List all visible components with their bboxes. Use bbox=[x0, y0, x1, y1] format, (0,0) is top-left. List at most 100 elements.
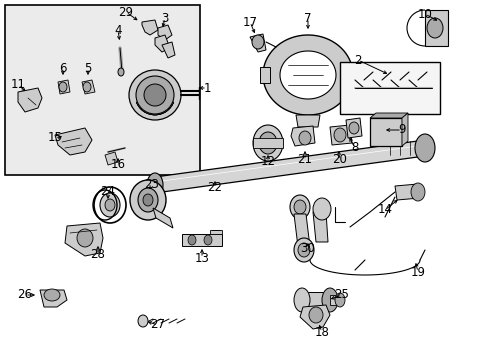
Ellipse shape bbox=[259, 132, 276, 154]
Text: 2: 2 bbox=[353, 54, 361, 67]
Polygon shape bbox=[260, 67, 269, 83]
Bar bbox=[5, 5, 200, 175]
Ellipse shape bbox=[118, 68, 124, 76]
Ellipse shape bbox=[293, 200, 305, 214]
Text: 19: 19 bbox=[409, 265, 425, 279]
Polygon shape bbox=[105, 152, 118, 165]
Ellipse shape bbox=[130, 180, 165, 220]
Ellipse shape bbox=[203, 235, 212, 245]
Text: 9: 9 bbox=[397, 123, 405, 136]
Ellipse shape bbox=[297, 243, 309, 257]
Text: 12: 12 bbox=[260, 156, 275, 168]
Polygon shape bbox=[18, 88, 42, 112]
Polygon shape bbox=[280, 51, 335, 99]
Ellipse shape bbox=[138, 315, 148, 327]
Polygon shape bbox=[182, 234, 222, 246]
Polygon shape bbox=[158, 25, 172, 40]
Polygon shape bbox=[293, 214, 309, 247]
Polygon shape bbox=[155, 140, 424, 193]
Text: 3: 3 bbox=[161, 12, 168, 24]
Text: 4: 4 bbox=[114, 23, 122, 36]
Polygon shape bbox=[58, 80, 70, 94]
Polygon shape bbox=[252, 138, 283, 148]
Text: 29: 29 bbox=[118, 5, 133, 18]
Text: 11: 11 bbox=[10, 78, 25, 91]
Ellipse shape bbox=[414, 134, 434, 162]
Ellipse shape bbox=[289, 195, 309, 219]
Ellipse shape bbox=[426, 18, 442, 38]
Polygon shape bbox=[290, 126, 314, 146]
Text: 8: 8 bbox=[350, 141, 358, 154]
Ellipse shape bbox=[321, 288, 337, 312]
Ellipse shape bbox=[334, 293, 345, 307]
Text: 16: 16 bbox=[110, 158, 125, 171]
Text: 23: 23 bbox=[144, 179, 159, 192]
Polygon shape bbox=[295, 115, 319, 127]
Polygon shape bbox=[40, 290, 67, 307]
Ellipse shape bbox=[105, 199, 115, 211]
Ellipse shape bbox=[129, 70, 181, 120]
Ellipse shape bbox=[143, 84, 165, 106]
Polygon shape bbox=[55, 128, 92, 155]
Polygon shape bbox=[329, 295, 339, 305]
Ellipse shape bbox=[251, 35, 264, 49]
Ellipse shape bbox=[410, 183, 424, 201]
Ellipse shape bbox=[138, 188, 158, 212]
Ellipse shape bbox=[333, 128, 346, 142]
Text: 27: 27 bbox=[150, 319, 165, 332]
Polygon shape bbox=[299, 305, 329, 329]
Polygon shape bbox=[142, 20, 158, 35]
Text: 5: 5 bbox=[84, 62, 92, 75]
Polygon shape bbox=[312, 212, 327, 242]
Polygon shape bbox=[155, 35, 170, 52]
Polygon shape bbox=[263, 35, 352, 115]
Text: 7: 7 bbox=[304, 12, 311, 24]
Text: 10: 10 bbox=[417, 8, 431, 21]
Bar bbox=[339, 62, 439, 114]
Ellipse shape bbox=[44, 289, 60, 301]
Text: 21: 21 bbox=[297, 153, 312, 166]
Ellipse shape bbox=[312, 198, 330, 220]
Ellipse shape bbox=[348, 122, 358, 134]
Ellipse shape bbox=[136, 76, 174, 114]
Bar bbox=[369, 118, 401, 146]
Polygon shape bbox=[369, 113, 407, 118]
Text: 14: 14 bbox=[377, 203, 392, 216]
Polygon shape bbox=[394, 184, 419, 200]
Ellipse shape bbox=[308, 307, 323, 323]
Polygon shape bbox=[424, 10, 447, 46]
Polygon shape bbox=[209, 230, 222, 234]
Ellipse shape bbox=[83, 82, 91, 92]
Text: 28: 28 bbox=[90, 248, 105, 261]
Polygon shape bbox=[65, 223, 103, 256]
Text: 26: 26 bbox=[18, 288, 32, 301]
Ellipse shape bbox=[293, 238, 313, 262]
Text: 18: 18 bbox=[314, 325, 329, 338]
Ellipse shape bbox=[142, 194, 153, 206]
Ellipse shape bbox=[77, 229, 93, 247]
Polygon shape bbox=[401, 113, 407, 146]
Polygon shape bbox=[153, 208, 173, 228]
Polygon shape bbox=[329, 125, 351, 145]
Polygon shape bbox=[249, 34, 265, 52]
Ellipse shape bbox=[187, 235, 196, 245]
Polygon shape bbox=[82, 80, 95, 94]
Polygon shape bbox=[346, 118, 361, 138]
Text: 24: 24 bbox=[101, 185, 115, 198]
Text: 22: 22 bbox=[207, 181, 222, 194]
Text: 15: 15 bbox=[47, 131, 62, 144]
Ellipse shape bbox=[147, 173, 163, 197]
Text: 17: 17 bbox=[242, 15, 257, 28]
Text: 20: 20 bbox=[332, 153, 347, 166]
Ellipse shape bbox=[100, 193, 120, 217]
Text: 25: 25 bbox=[334, 288, 349, 301]
Text: 30: 30 bbox=[300, 242, 315, 255]
Polygon shape bbox=[346, 67, 355, 83]
Text: 13: 13 bbox=[194, 252, 209, 265]
Ellipse shape bbox=[293, 288, 309, 312]
Polygon shape bbox=[162, 42, 175, 58]
Ellipse shape bbox=[298, 131, 310, 145]
Text: 6: 6 bbox=[59, 62, 67, 75]
Ellipse shape bbox=[59, 82, 67, 92]
Polygon shape bbox=[302, 292, 329, 308]
